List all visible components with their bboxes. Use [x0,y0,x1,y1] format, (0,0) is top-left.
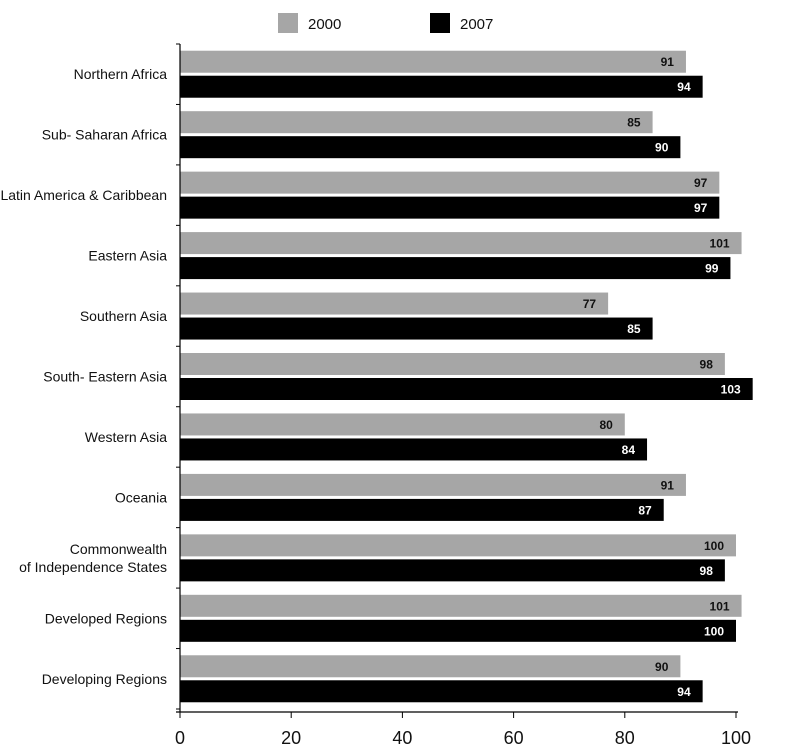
x-tick-label-80: 80 [615,728,635,748]
data-label-2000-9: 101 [710,599,730,613]
data-label-2007-8: 98 [700,564,714,578]
x-tick-label-100: 100 [721,728,751,748]
bar-2007-6 [180,438,648,461]
category-label-line: Western Asia [85,429,167,445]
x-tick-label-40: 40 [392,728,412,748]
bar-2007-10 [180,680,703,703]
legend-swatch-2000 [278,13,298,33]
data-label-2007-3: 99 [705,262,719,276]
data-label-2007-4: 85 [627,322,641,336]
bar-2000-8 [180,534,736,557]
bar-2007-4 [180,317,653,340]
legend-swatch-2007 [430,13,450,33]
data-label-2007-0: 94 [677,80,691,94]
category-label-line: of Independence States [19,559,167,575]
category-label-line: Southern Asia [80,308,167,324]
bar-2000-3 [180,232,742,255]
category-label-3: Eastern Asia [88,248,167,264]
bar-2000-2 [180,171,720,194]
data-label-2000-5: 98 [700,358,714,372]
category-label-7: Oceania [115,489,167,505]
axes: 0 20 40 60 80 100 [175,43,751,748]
category-label-4: Southern Asia [80,308,167,324]
bar-2000-6 [180,413,625,436]
data-label-2000-4: 77 [583,297,597,311]
data-label-2007-1: 90 [655,141,669,155]
category-label-6: Western Asia [85,429,167,445]
bar-2000-7 [180,473,686,496]
bar-2000-5 [180,353,725,375]
category-label-0: Northern Africa [74,66,168,82]
data-label-2007-7: 87 [638,503,652,517]
legend-label-2007: 2007 [460,16,493,33]
bar-2007-9 [180,619,736,642]
bar-2000-4 [180,292,609,315]
category-label-line: Northern Africa [74,66,168,82]
data-label-2007-10: 94 [677,685,691,699]
legend-label-2000: 2000 [308,16,341,33]
bar-2007-8 [180,559,725,582]
data-label-2000-0: 91 [661,55,675,69]
bar-2007-3 [180,257,731,280]
data-label-2000-2: 97 [694,176,708,190]
bar-2007-0 [180,75,703,98]
category-label-line: Oceania [115,489,167,505]
bar-2007-7 [180,498,664,521]
data-label-2000-8: 100 [704,539,724,553]
category-label-line: Latin America & Caribbean [0,187,167,203]
data-label-2007-5: 103 [721,383,741,397]
bar-2007-5 [180,378,753,400]
bar-2000-9 [180,594,742,617]
category-label-10: Developing Regions [42,671,167,687]
data-label-2000-3: 101 [710,237,730,251]
category-label-9: Developed Regions [45,610,167,626]
category-label-8: Commonwealth of Independence States [19,541,167,575]
category-label-line: South- Eastern Asia [43,369,167,385]
data-label-2007-6: 84 [622,443,636,457]
x-tick-label-20: 20 [281,728,301,748]
category-label-line: Commonwealth [70,541,167,557]
bar-2000-1 [180,111,653,134]
bar-2007-1 [180,136,681,159]
x-tick-label-0: 0 [175,728,185,748]
bar-2000-10 [180,655,681,678]
category-label-line: Developed Regions [45,610,167,626]
category-label-line: Sub- Saharan Africa [42,127,168,143]
data-label-2007-9: 100 [704,624,724,638]
data-label-2000-6: 80 [599,418,613,432]
category-label-line: Eastern Asia [88,248,167,264]
category-labels: Northern Africa Sub- Saharan Africa Latin … [0,66,167,687]
data-label-2000-10: 90 [655,660,669,674]
data-label-2000-1: 85 [627,116,641,130]
bar-2007-2 [180,196,720,219]
legend: 2000 2007 [278,13,493,33]
category-label-line: Developing Regions [42,671,167,687]
data-label-2007-2: 97 [694,201,708,215]
bar-2000-0 [180,50,686,73]
bars-group: 9194859097971019977859810380849187100981… [180,50,753,703]
x-tick-label-60: 60 [504,728,524,748]
category-label-5: South- Eastern Asia [43,369,167,385]
data-label-2000-7: 91 [661,478,675,492]
category-label-1: Sub- Saharan Africa [42,127,168,143]
category-label-2: Latin America & Caribbean [0,187,167,203]
